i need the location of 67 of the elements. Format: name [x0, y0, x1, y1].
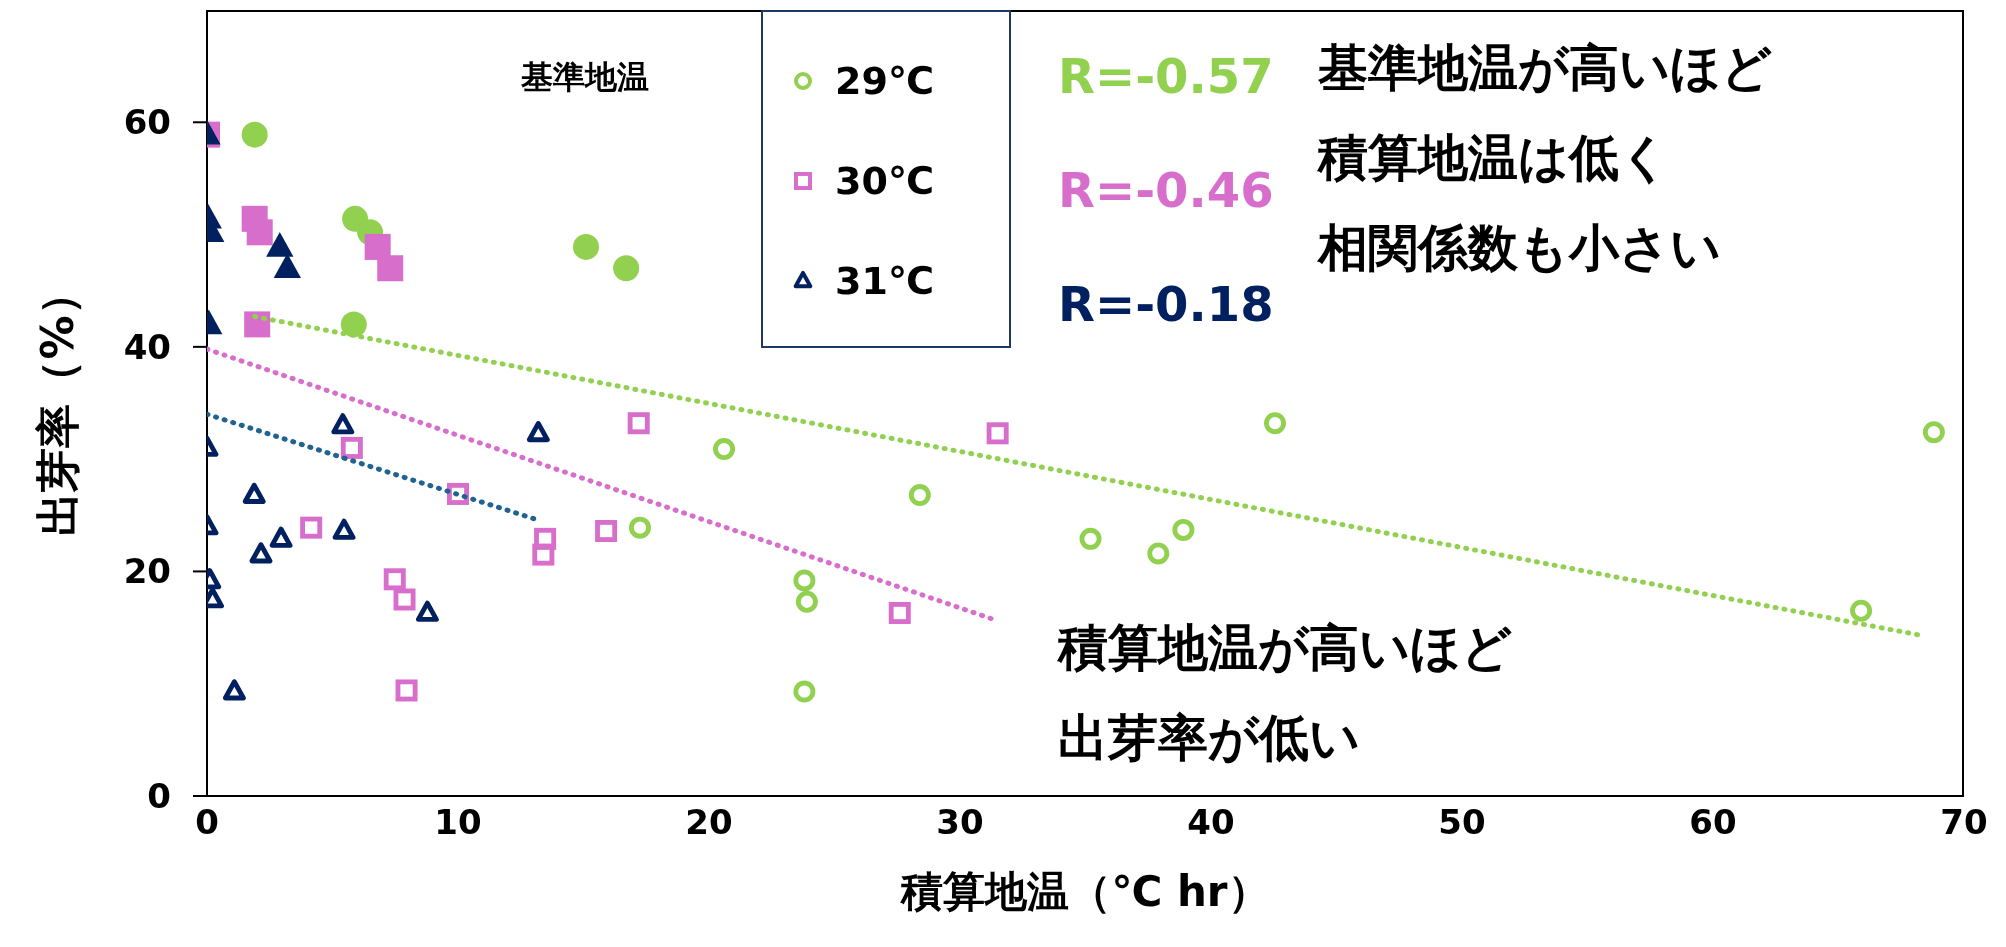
annotation: 積算地温が高いほど	[1058, 618, 1513, 678]
annotation: 基準地温が高いほど	[1318, 38, 1773, 98]
annotation: 相関係数も小さい	[1318, 218, 1722, 278]
point	[447, 482, 469, 505]
point	[627, 412, 650, 435]
point	[1922, 421, 1945, 444]
point	[1147, 542, 1170, 565]
point	[242, 482, 266, 504]
point	[222, 679, 246, 701]
point	[364, 233, 391, 260]
point	[393, 588, 416, 611]
point	[793, 680, 816, 703]
x-tick-label: 20	[685, 802, 733, 843]
point	[331, 413, 355, 435]
annotation: R=-0.18	[1058, 275, 1275, 334]
point	[888, 601, 911, 624]
point	[795, 590, 818, 613]
x-tick-label: 0	[195, 802, 219, 843]
point	[244, 311, 271, 338]
y-axis-title: 出芽率（%）	[30, 270, 84, 536]
point	[332, 518, 356, 540]
x-tick-label: 70	[1940, 802, 1988, 843]
x-tick-label: 60	[1689, 802, 1737, 843]
point	[246, 219, 273, 246]
annotation: R=-0.46	[1058, 161, 1275, 220]
point	[415, 600, 439, 622]
legend-title: 基準地温	[521, 57, 649, 98]
y-tick-label: 0	[147, 776, 171, 817]
point	[273, 253, 301, 279]
point	[1172, 518, 1195, 541]
point	[628, 516, 651, 539]
point	[573, 233, 600, 260]
x-tick-label: 40	[1187, 802, 1235, 843]
point	[532, 543, 555, 566]
point	[793, 569, 816, 592]
y-tick-label: 60	[123, 102, 171, 143]
y-tick-label: 20	[123, 551, 171, 592]
point	[340, 436, 363, 459]
point	[249, 542, 273, 564]
point	[377, 255, 404, 282]
legend-label: 29℃	[835, 59, 934, 103]
point	[1850, 599, 1873, 622]
point	[340, 311, 367, 338]
point	[241, 121, 268, 148]
point	[908, 484, 931, 507]
x-tick-label: 10	[434, 802, 482, 843]
y-tick-label: 40	[123, 326, 171, 367]
point	[269, 526, 293, 548]
point	[300, 516, 323, 539]
point	[613, 255, 640, 282]
point	[383, 568, 406, 591]
point	[1264, 412, 1287, 435]
legend-label: 30℃	[835, 159, 934, 203]
point	[986, 422, 1009, 445]
point	[595, 520, 618, 543]
annotation: 出芽率が低い	[1058, 708, 1361, 768]
point	[713, 438, 736, 461]
x-tick-label: 50	[1438, 802, 1486, 843]
x-tick-label: 30	[936, 802, 984, 843]
x-axis-title: 積算地温（℃ hr）	[899, 866, 1271, 918]
point	[1079, 527, 1102, 550]
annotation: 積算地温は低く	[1318, 128, 1671, 188]
point	[395, 679, 418, 702]
point	[534, 527, 557, 550]
annotation: R=-0.57	[1058, 47, 1275, 106]
point	[526, 421, 550, 443]
legend-label: 31℃	[835, 259, 934, 303]
